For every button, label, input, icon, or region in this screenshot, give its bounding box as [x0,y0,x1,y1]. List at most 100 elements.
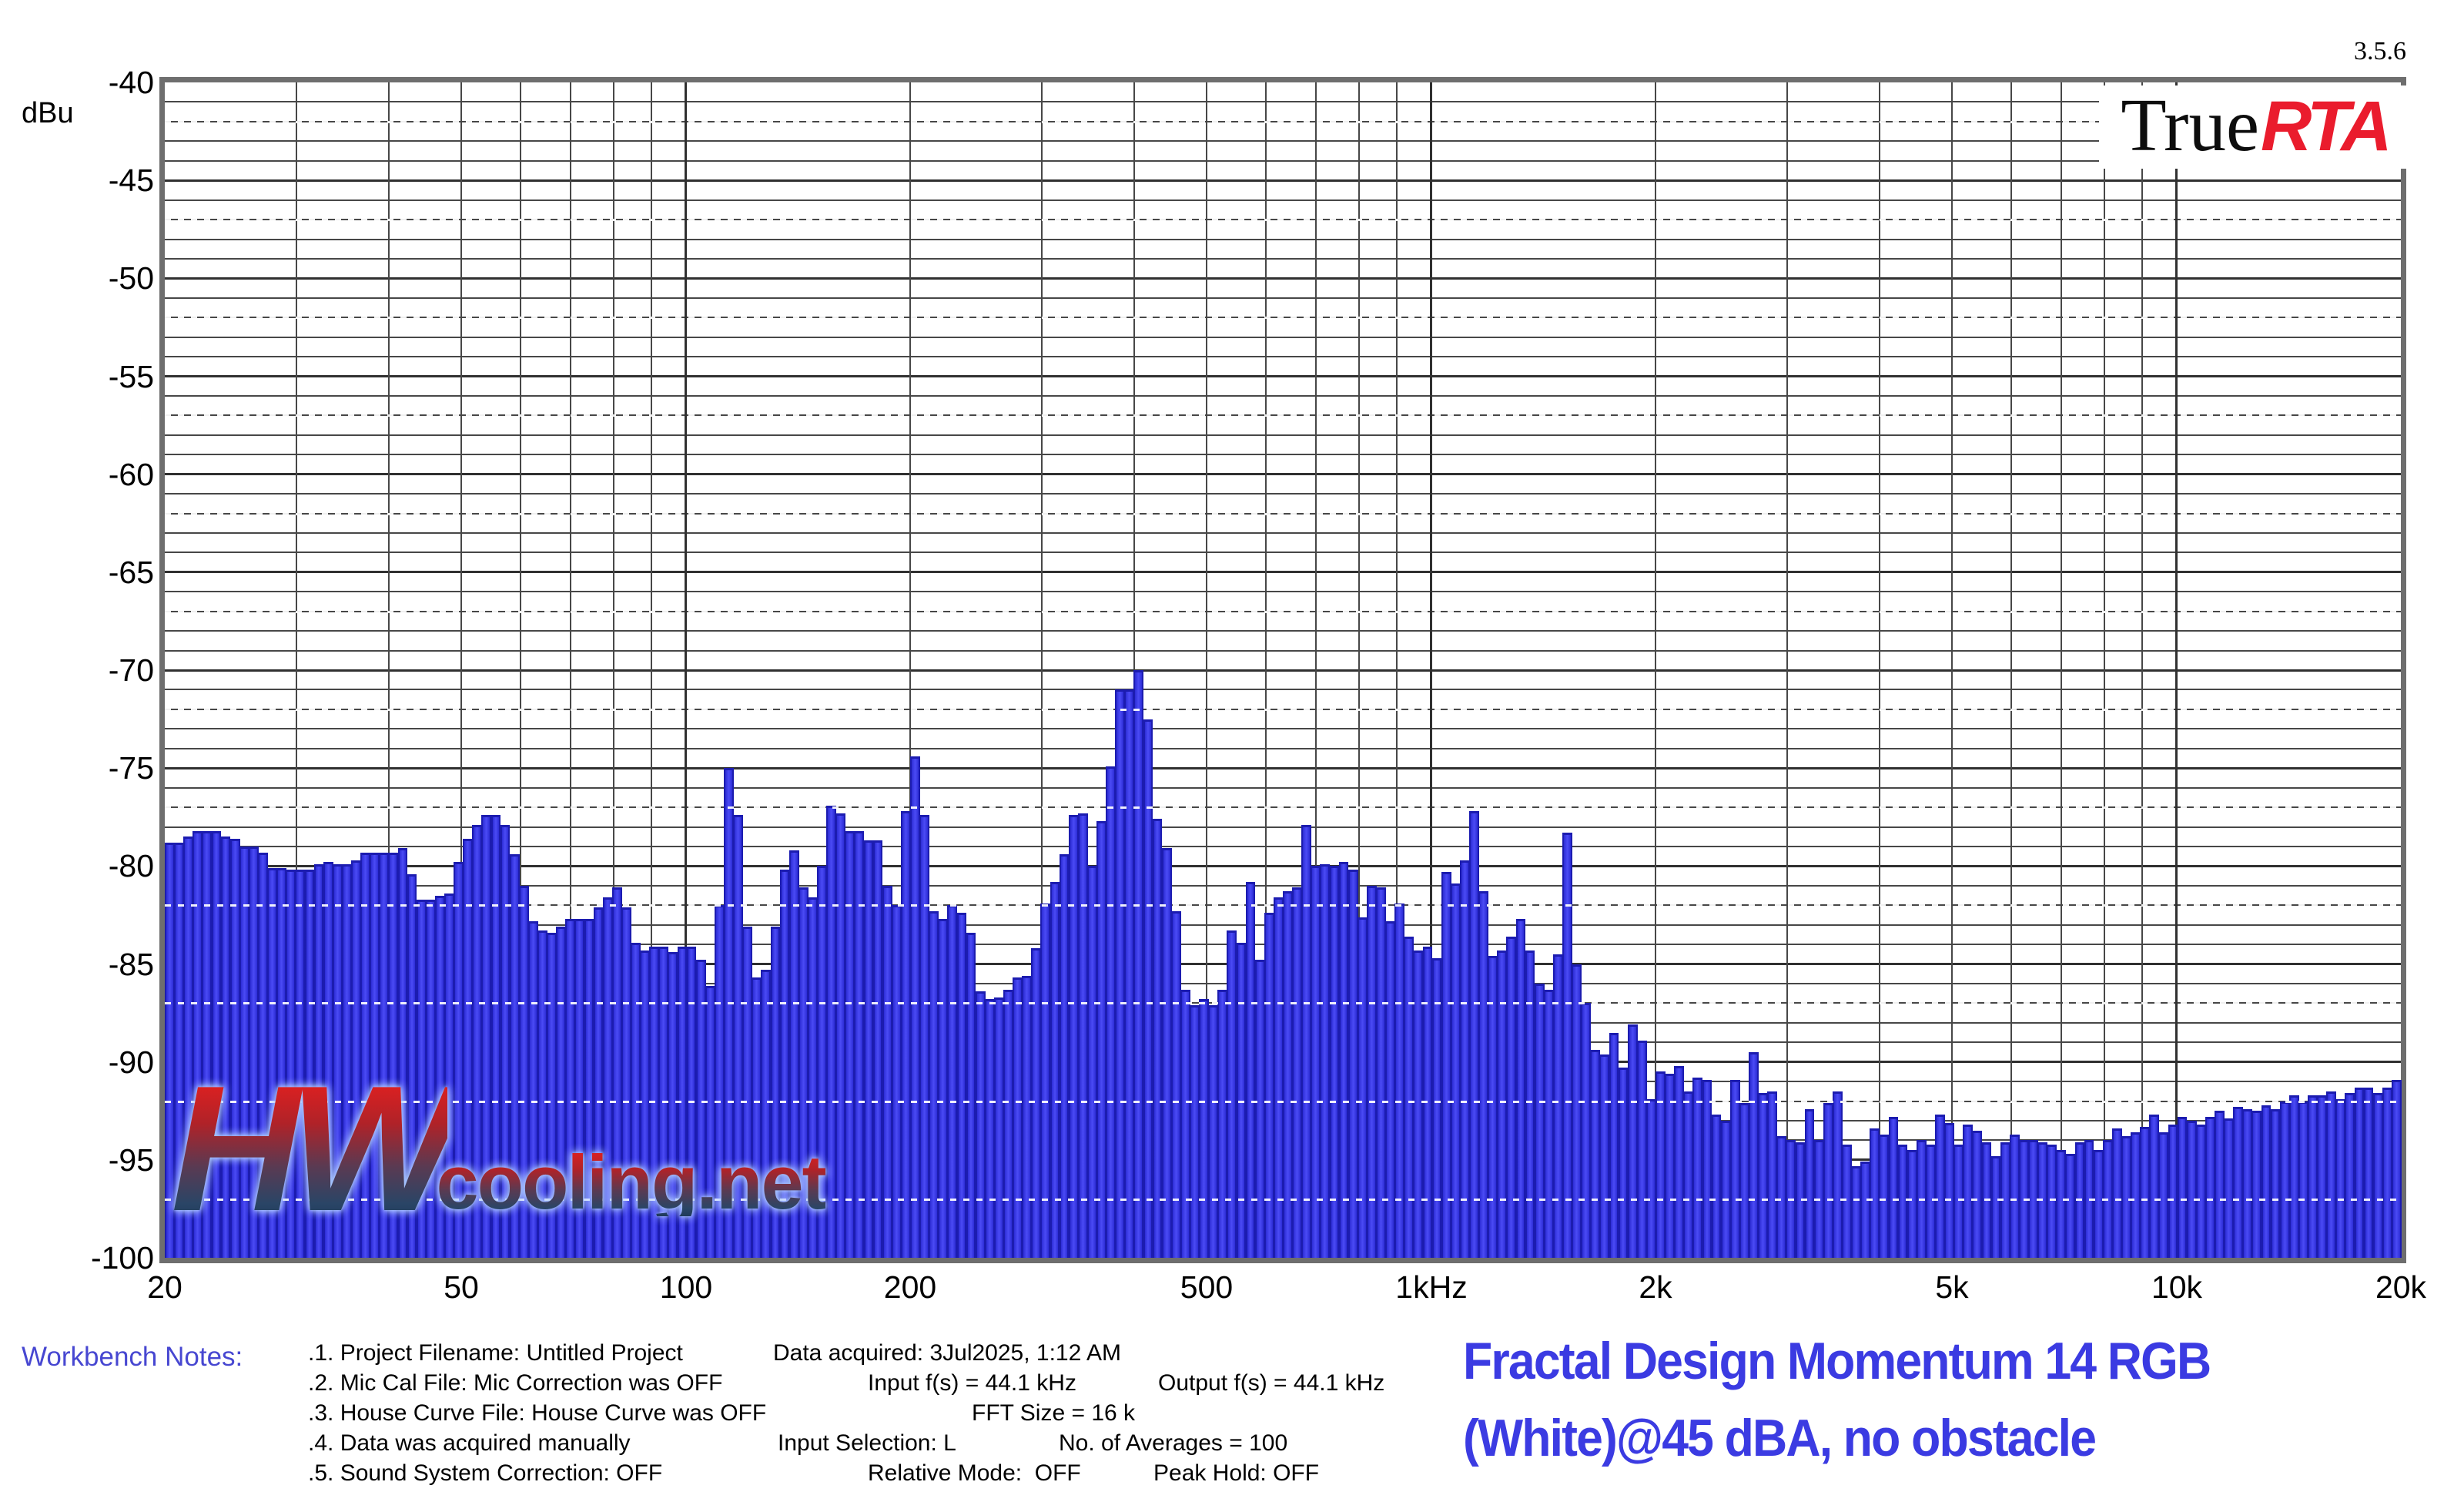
y-tick-label: -80 [108,848,154,883]
note-input-fs: Input f(s) = 44.1 kHz [868,1370,1076,1396]
spectrum-bar [518,885,529,1258]
spectrum-bar [798,887,808,1258]
spectrum-bar [1729,1079,1740,1258]
spectrum-bar [2251,1111,2262,1259]
note-fft-size: FFT Size = 16 k [972,1400,1136,1426]
spectrum-bar [1851,1165,1861,1258]
spectrum-bar [668,952,678,1258]
spectrum-bar [2335,1099,2346,1258]
spectrum-bar [1450,883,1461,1258]
gridline-x-minor [460,82,463,1258]
gridline-y-minor [165,159,2401,162]
spectrum-bar [1842,1144,1852,1258]
note-data-acquired: Data acquired: 3Jul2025, 1:12 AM [773,1340,1121,1366]
spectrum-bar [900,811,911,1258]
spectrum-bar [1357,917,1368,1258]
spectrum-bar [1656,1071,1666,1258]
gridline-dashed-white [165,219,2401,221]
spectrum-bar [556,927,567,1258]
spectrum-bar [2215,1111,2225,1259]
spectrum-bar [631,942,641,1258]
gridline-dashed-white [165,806,2401,809]
gridline-y-minor [165,649,2401,652]
spectrum-bar [1627,1024,1638,1258]
spectrum-bar [1441,872,1451,1258]
gridline-y-minor [165,238,2401,240]
spectrum-bar [872,840,883,1258]
spectrum-bar [733,815,743,1258]
spectrum-bar [416,899,427,1258]
spectrum-bar [611,887,622,1258]
spectrum-bar [1636,1040,1647,1258]
spectrum-bar [2205,1116,2215,1258]
gridline-x-minor [2010,82,2012,1258]
gridline-y-minor [165,297,2401,299]
spectrum-bar [1236,942,1247,1258]
spectrum-bar [1459,860,1470,1258]
note-peak-hold: Peak Hold: OFF [1153,1460,1320,1486]
note-output-fs: Output f(s) = 44.1 kHz [1158,1370,1385,1396]
gridline-x-minor [569,82,571,1258]
spectrum-bar [1972,1130,1983,1258]
spectrum-bar [1348,870,1358,1258]
spectrum-bar [807,897,818,1258]
spectrum-bar [2345,1093,2355,1258]
spectrum-bar [1013,977,1023,1258]
spectrum-bar [1953,1144,1964,1258]
spectrum-bar [2056,1150,2067,1258]
spectrum-bar [1031,948,1042,1258]
x-tick-label: 1kHz [1395,1269,1468,1305]
spectrum-bar [910,756,920,1258]
spectrum-bar [313,863,324,1258]
y-tick-label: -75 [108,750,154,786]
note-line-5: .5. Sound System Correction: OFF [308,1460,663,1486]
spectrum-bar [2270,1108,2281,1258]
spectrum-bar [1823,1103,1833,1258]
spectrum-bar [1283,891,1293,1258]
hwcooling-net-label: cooling.net [436,1138,828,1225]
spectrum-bar [1301,824,1312,1258]
spectrum-bar [425,899,436,1258]
gridline-dashed-white [165,610,2401,613]
spectrum-bar [239,846,249,1258]
note-line-4: .4. Data was acquired manually [308,1430,631,1456]
spectrum-bar [2093,1150,2104,1258]
x-tick-label: 50 [444,1269,479,1305]
spectrum-bar [826,805,836,1258]
spectrum-bar [1497,950,1508,1258]
spectrum-bar [2111,1128,2122,1258]
spectrum-bar [2009,1134,2020,1258]
spectrum-bar [388,852,399,1258]
spectrum-bar [695,960,706,1258]
y-tick-label: -55 [108,359,154,394]
gridline-x-minor [295,82,297,1258]
y-tick-label: -85 [108,947,154,982]
spectrum-bar [2382,1087,2392,1258]
spectrum-bar [1022,975,1033,1258]
spectrum-bar [891,905,902,1258]
y-tick-label: -45 [108,163,154,198]
spectrum-bar [1469,811,1479,1258]
spectrum-bar [2186,1121,2197,1258]
gridline-x-major [1430,82,1433,1258]
spectrum-bar [1338,862,1349,1258]
spectrum-bar [1879,1134,1890,1258]
spectrum-bar [1404,936,1414,1258]
spectrum-bar [1431,957,1442,1258]
spectrum-bar [1245,881,1256,1258]
gridline-y-major [165,766,2401,769]
spectrum-bar [1311,866,1321,1258]
spectrum-bar [1199,999,1209,1258]
spectrum-bar [2065,1154,2076,1258]
spectrum-bar [1292,887,1302,1258]
spectrum-bar [1366,885,1377,1258]
note-line-3: .3. House Curve File: House Curve was OF… [308,1400,767,1426]
spectrum-bar [1115,689,1126,1258]
spectrum-bar [1525,950,1535,1258]
spectrum-bar [1674,1065,1685,1258]
gridline-y-minor [165,630,2401,632]
x-tick-label: 500 [1180,1269,1234,1305]
note-line-2: .2. Mic Cal File: Mic Correction was OFF [308,1370,723,1396]
spectrum-bar [1860,1162,1871,1258]
gridline-dashed-white [165,1100,2401,1103]
